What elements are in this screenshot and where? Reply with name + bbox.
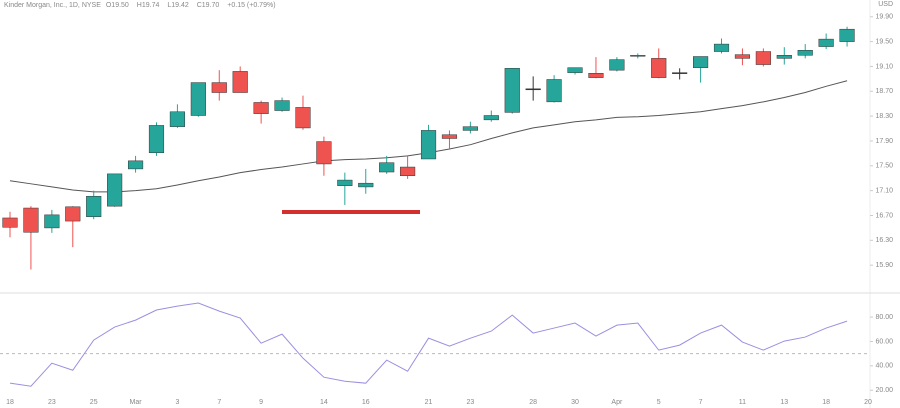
candle-body <box>169 111 185 127</box>
candle-body <box>630 55 646 57</box>
candle-body <box>211 82 227 93</box>
candle-body <box>693 56 709 68</box>
x-tick-label: 9 <box>259 399 263 406</box>
change: +0.15 (+0.79%) <box>227 2 276 9</box>
candle-body <box>483 115 499 121</box>
candle-body <box>755 51 771 65</box>
candle-body <box>65 206 81 222</box>
x-tick-label: 3 <box>175 399 179 406</box>
candle-body <box>190 82 206 116</box>
y-tick-label: 40.00 <box>875 363 893 370</box>
candle-body <box>651 58 667 78</box>
candle-body <box>379 162 395 173</box>
x-tick-label: 28 <box>529 399 537 406</box>
x-tick-label: 11 <box>739 399 746 406</box>
y-tick-label: 17.10 <box>875 187 893 194</box>
candle-body <box>23 207 39 233</box>
candle-body <box>107 173 123 207</box>
x-tick-label: 14 <box>320 399 328 406</box>
x-tick-label: 30 <box>571 399 579 406</box>
x-tick-label: 21 <box>425 399 433 406</box>
y-tick-label: 16.70 <box>875 212 893 219</box>
candle-body <box>588 73 604 78</box>
x-tick-label: Mar <box>130 399 143 406</box>
header: Kinder Morgan, Inc., 1D, NYSE O19.50 H19… <box>4 2 279 9</box>
x-tick-label: 18 <box>6 399 14 406</box>
candle-body <box>274 100 290 111</box>
x-tick-label: 23 <box>48 399 56 406</box>
currency-label: USD <box>878 1 893 8</box>
x-tick-label: 5 <box>657 399 661 406</box>
candle-body <box>525 88 541 91</box>
ohlc-open: O19.50 <box>106 2 132 9</box>
x-tick-label: 16 <box>362 399 370 406</box>
key: H <box>136 2 142 9</box>
x-tick-label: 13 <box>780 399 788 406</box>
candle-body <box>127 160 144 170</box>
x-tick-label: 20 <box>864 399 872 406</box>
value: 19.70 <box>201 2 220 9</box>
y-tick-label: 19.50 <box>875 38 893 45</box>
candle-body <box>232 71 248 93</box>
candle-body <box>295 107 311 129</box>
key: C <box>196 2 202 9</box>
candle-body <box>839 28 855 42</box>
candle-body <box>672 72 688 74</box>
y-tick-label: 19.90 <box>875 14 893 21</box>
x-tick-label: 7 <box>217 399 221 406</box>
candle-body <box>337 179 353 186</box>
value: 19.74 <box>141 2 160 9</box>
candle-body <box>567 67 583 73</box>
y-tick-label: 18.30 <box>875 113 893 120</box>
candle-body <box>504 68 520 113</box>
candle-body <box>400 166 416 176</box>
candle-body <box>462 126 478 131</box>
candle-body <box>420 130 437 160</box>
ohlc-high: H19.74 <box>137 2 163 9</box>
candle-body <box>818 38 834 47</box>
candle-body <box>2 217 18 228</box>
key: O <box>105 2 112 9</box>
candle-body <box>546 79 562 103</box>
candle-body <box>316 141 332 165</box>
x-tick-label: 25 <box>90 399 98 406</box>
candle-body <box>776 55 792 59</box>
y-tick-label: 17.50 <box>875 163 893 170</box>
value: 19.50 <box>111 2 129 9</box>
candle-body <box>734 54 751 59</box>
ohlc-close: C19.70 <box>197 2 223 9</box>
symbol: Kinder Morgan, Inc., 1D, NYSE <box>4 2 101 9</box>
candle-body <box>441 134 458 139</box>
key: L <box>167 2 172 9</box>
x-tick-label: 23 <box>466 399 474 406</box>
y-tick-label: 18.70 <box>875 88 893 95</box>
y-tick-label: 16.30 <box>875 237 893 244</box>
candle-body <box>44 214 60 229</box>
y-tick-label: 15.90 <box>875 262 893 269</box>
candle-body <box>86 195 102 217</box>
candle-body <box>609 59 625 71</box>
x-tick-label: Apr <box>611 399 623 406</box>
indicator-line <box>9 302 848 387</box>
value: 19.42 <box>171 2 189 9</box>
candle-body <box>358 182 374 188</box>
y-tick-label: 20.00 <box>875 387 893 394</box>
candle-body <box>797 50 813 56</box>
y-tick-label: 17.90 <box>875 138 893 145</box>
y-tick-label: 19.10 <box>875 63 893 70</box>
ohlc-low: L19.42 <box>167 2 191 9</box>
x-tick-label: 7 <box>699 399 703 406</box>
x-tick-label: 18 <box>822 399 830 406</box>
candle-body <box>253 102 269 114</box>
candle-body <box>713 43 730 52</box>
y-tick-label: 80.00 <box>875 314 893 321</box>
y-tick-label: 60.00 <box>875 338 893 345</box>
candle-body <box>148 125 165 154</box>
